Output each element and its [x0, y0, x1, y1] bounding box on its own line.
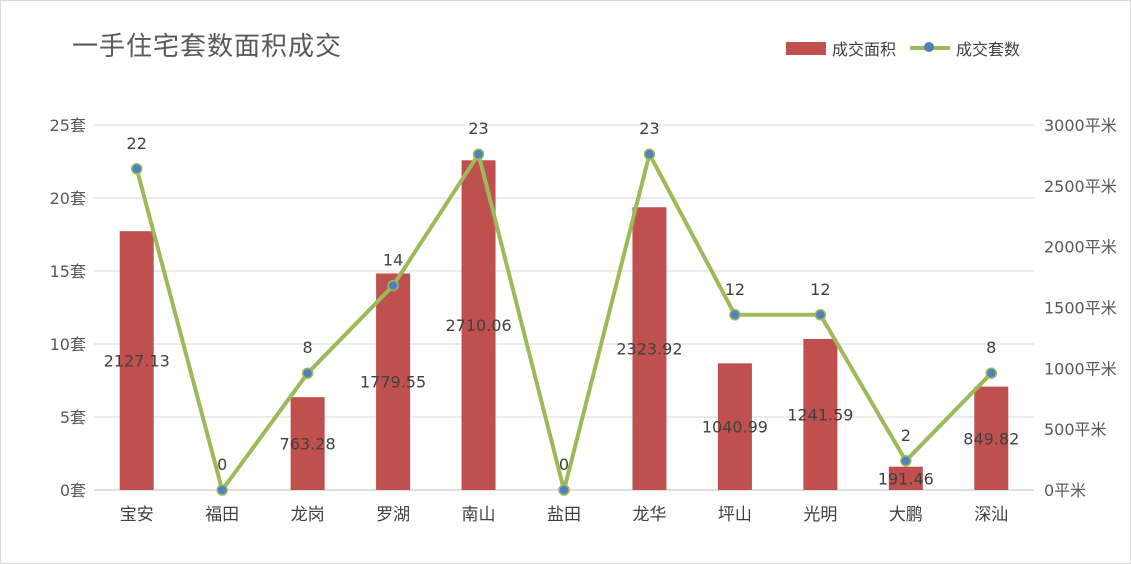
line-point [216, 484, 228, 496]
legend-item-area: 成交面积 [786, 36, 896, 60]
legend-item-count: 成交套数 [910, 36, 1020, 60]
bar [376, 273, 411, 490]
legend-bar-swatch [786, 41, 826, 55]
line-data-label: 8 [303, 338, 313, 357]
y-left-tick-label: 0套 [60, 481, 86, 500]
line-data-label: 14 [383, 251, 403, 270]
x-tick-label: 光明 [803, 505, 837, 525]
legend: 成交面积 成交套数 [786, 36, 1034, 60]
line-point [729, 309, 741, 321]
bar [717, 363, 752, 490]
x-tick-label: 罗湖 [376, 505, 410, 525]
line-point [643, 148, 656, 160]
y-right-tick-label: 1500平米 [1044, 299, 1117, 318]
line-data-label: 12 [810, 280, 830, 299]
y-right-tick-label: 3000平米 [1044, 116, 1117, 135]
chart-title: 一手住宅套数面积成交 [72, 32, 343, 62]
bar [888, 466, 923, 490]
y-left-tick-label: 20套 [50, 189, 86, 208]
y-right-tick-label: 1000平米 [1044, 359, 1117, 378]
y-left-tick-label: 5套 [60, 408, 86, 427]
bar [632, 207, 667, 490]
x-tick-label: 深汕 [974, 505, 1008, 525]
line-data-label: 23 [468, 119, 488, 138]
x-tick-label: 宝安 [120, 505, 154, 525]
bar [290, 397, 325, 490]
bar [803, 338, 838, 490]
x-tick-label: 福田 [205, 505, 239, 525]
line-data-label: 2 [901, 426, 911, 445]
y-left-tick-label: 15套 [50, 262, 86, 281]
line-data-label: 0 [217, 455, 227, 474]
x-tick-label: 盐田 [547, 505, 581, 525]
line-point [301, 367, 314, 379]
y-left-tick-label: 25套 [50, 116, 86, 135]
bar [461, 160, 496, 490]
bar-data-label: 2127.13 [104, 352, 170, 371]
line-point [985, 367, 998, 379]
line-data-label: 22 [127, 134, 147, 153]
bar [974, 386, 1009, 490]
line-data-label: 8 [986, 338, 996, 357]
line-point [558, 484, 570, 496]
line-point [130, 163, 143, 175]
legend-line-label: 成交套数 [956, 40, 1021, 59]
y-right-tick-label: 2500平米 [1044, 177, 1117, 196]
line-data-label: 0 [559, 455, 569, 474]
line-point [472, 148, 485, 160]
line-point [900, 455, 912, 467]
y-left-tick-label: 10套 [50, 335, 86, 354]
legend-line-swatch [910, 41, 951, 55]
y-right-tick-label: 0平米 [1044, 481, 1086, 500]
line-point [387, 279, 399, 292]
line-point [814, 309, 827, 321]
legend-bar-label: 成交面积 [832, 40, 897, 59]
bar-data-label: 1040.99 [702, 418, 768, 437]
line-data-label: 12 [725, 280, 745, 299]
bar-data-label: 849.82 [963, 429, 1019, 448]
bar [119, 231, 154, 490]
x-tick-label: 大鹏 [889, 505, 923, 525]
bar-data-label: 2323.92 [616, 340, 682, 359]
bar-data-label: 1779.55 [360, 373, 426, 392]
x-tick-label: 龙岗 [291, 505, 325, 525]
bar-data-label: 763.28 [280, 435, 336, 454]
bar-data-label: 191.46 [878, 469, 934, 488]
x-tick-label: 南山 [462, 505, 496, 525]
line-series [134, 152, 993, 492]
bar-data-label: 2710.06 [445, 316, 511, 335]
line-data-label: 23 [639, 119, 659, 138]
x-tick-label: 龙华 [632, 505, 666, 525]
y-right-tick-label: 2000平米 [1044, 238, 1117, 257]
x-tick-label: 坪山 [718, 505, 752, 525]
y-right-tick-label: 500平米 [1044, 420, 1107, 439]
bar-data-label: 1241.59 [787, 405, 853, 424]
